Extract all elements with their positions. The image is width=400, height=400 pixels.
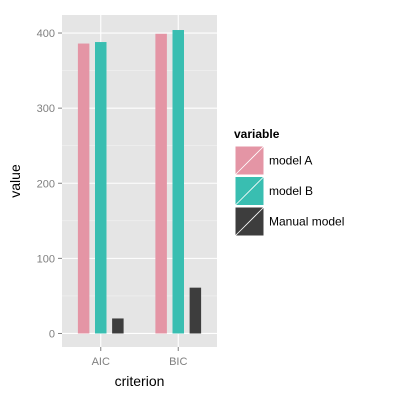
legend-key-slash [234, 176, 265, 206]
bar-bic-manual-model [189, 287, 202, 334]
x-axis-title: criterion [115, 373, 165, 389]
legend-label: model A [269, 154, 312, 168]
legend: variable model A model B Manual model [234, 127, 344, 237]
bar-aic-manual-model [112, 318, 124, 334]
bars [77, 30, 202, 334]
legend-label: model B [269, 184, 313, 198]
bar-aic-model-b [95, 42, 107, 334]
x-tick-label: AIC [92, 356, 110, 368]
bar-bic-model-a [155, 33, 167, 334]
y-tick-label: 100 [37, 253, 55, 265]
legend-key-slash [234, 145, 265, 176]
x-tick-label: BIC [169, 356, 187, 368]
legend-key-slash [234, 206, 265, 237]
x-axis-ticks: AIC BIC [92, 347, 187, 368]
bar-aic-model-a [77, 43, 90, 334]
y-axis-title: value [7, 164, 23, 198]
y-tick-label: 300 [37, 103, 55, 115]
legend-label: Manual model [269, 215, 344, 229]
bar-bic-model-b [172, 30, 184, 334]
legend-title: variable [234, 127, 280, 141]
y-tick-label: 0 [49, 328, 55, 340]
y-tick-label: 400 [37, 28, 55, 40]
y-tick-label: 200 [37, 178, 55, 190]
y-axis-ticks: 0 100 200 300 400 [37, 28, 62, 340]
